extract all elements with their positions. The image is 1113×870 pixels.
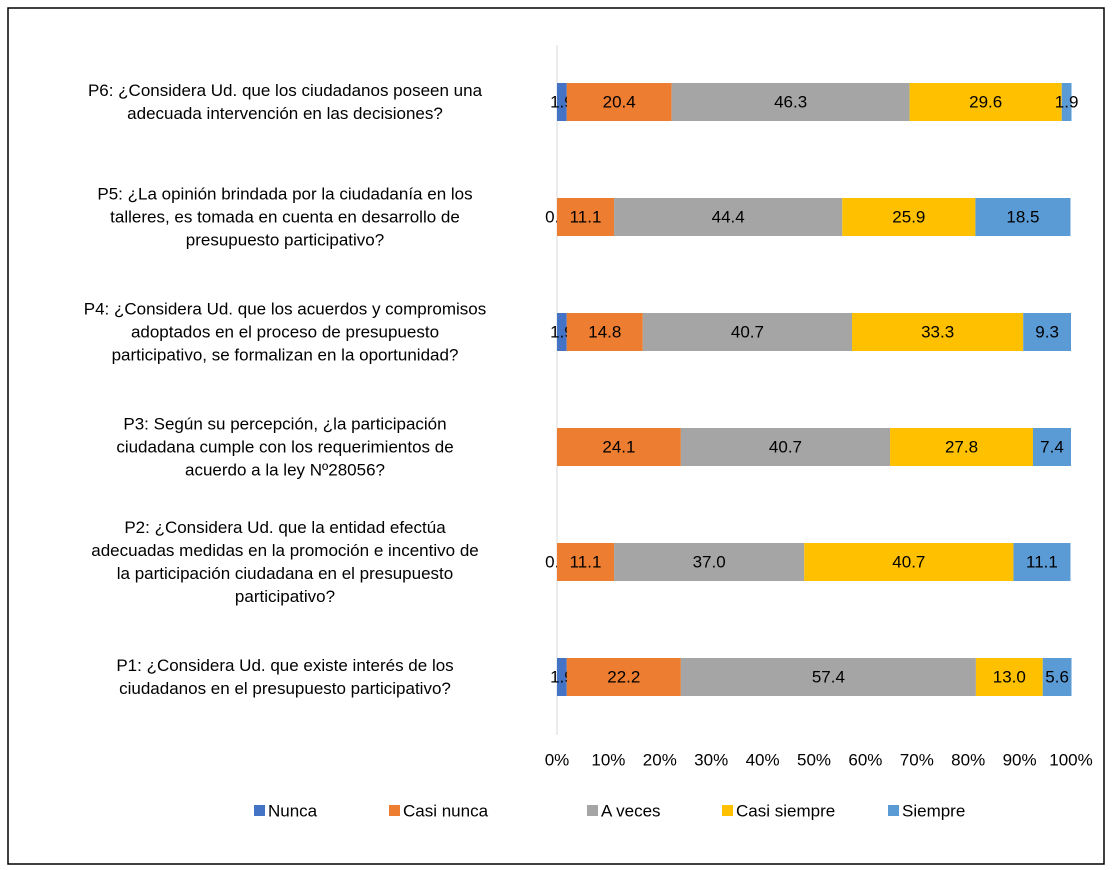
bar-segment (1013, 543, 1071, 581)
legend-swatch (389, 805, 400, 816)
bar-segment (680, 658, 976, 696)
bar-segment (566, 658, 681, 696)
legend-swatch (254, 805, 265, 816)
legend-label: A veces (601, 801, 661, 820)
bar-segment (1032, 428, 1071, 466)
data-label: 25.9 (892, 207, 925, 226)
bar-segment (804, 543, 1014, 581)
data-label: 13.0 (993, 667, 1026, 686)
data-label: 40.7 (892, 552, 925, 571)
x-tick-label: 50% (797, 750, 831, 769)
data-label: 5.6 (1045, 667, 1069, 686)
category-label: P2: ¿Considera Ud. que la entidad efectú… (91, 518, 479, 606)
data-label: 40.7 (769, 437, 802, 456)
category-label: P6: ¿Considera Ud. que los ciudadanos po… (87, 81, 483, 123)
data-label: 57.4 (812, 667, 845, 686)
legend-swatch (587, 805, 598, 816)
x-tick-label: 10% (591, 750, 625, 769)
x-tick-label: 0% (545, 750, 570, 769)
bar-segment (1042, 658, 1072, 696)
legend-label: Casi nunca (403, 801, 489, 820)
bar-segment (557, 543, 615, 581)
legend-label: Casi siempre (736, 801, 835, 820)
data-label: 11.1 (1026, 552, 1058, 571)
category-label: P1: ¿Considera Ud. que existe interés de… (116, 656, 454, 698)
x-tick-label: 70% (900, 750, 934, 769)
bar-segment (557, 198, 615, 236)
data-label: 40.7 (731, 322, 764, 341)
bar-segment (1061, 83, 1072, 121)
bar-segment (909, 83, 1062, 121)
bar-segment (842, 198, 976, 236)
data-label: 1.9 (1055, 92, 1079, 111)
legend-swatch (888, 805, 899, 816)
category-label: P5: ¿La opinión brindada por la ciudadan… (97, 184, 473, 250)
bar-segment (680, 428, 891, 466)
data-label: 9.3 (1035, 322, 1059, 341)
data-label: 11.1 (570, 207, 602, 226)
bar-segment (614, 543, 805, 581)
category-label: P3: Según su percepción, ¿la participaci… (116, 414, 454, 480)
bar-segment (566, 83, 672, 121)
data-label: 44.4 (712, 207, 745, 226)
x-tick-label: 20% (643, 750, 677, 769)
bar-segment (890, 428, 1033, 466)
data-label: 18.5 (1006, 207, 1039, 226)
data-label: 33.3 (921, 322, 954, 341)
x-tick-label: 90% (1003, 750, 1037, 769)
x-tick-label: 80% (951, 750, 985, 769)
bar-segment (642, 313, 853, 351)
data-label: 11.1 (570, 552, 602, 571)
bar-segment (1023, 313, 1071, 351)
data-label: 29.6 (969, 92, 1002, 111)
bar-segment (671, 83, 910, 121)
legend-swatch (722, 805, 733, 816)
chart-border (7, 7, 1105, 865)
bar-segment (975, 198, 1071, 236)
data-label: 20.4 (603, 92, 636, 111)
bar-segment (614, 198, 843, 236)
x-tick-label: 30% (694, 750, 728, 769)
bar-segment (557, 428, 681, 466)
x-tick-label: 100% (1049, 750, 1092, 769)
legend-label: Nunca (268, 801, 318, 820)
data-label: 14.8 (588, 322, 621, 341)
x-tick-label: 40% (746, 750, 780, 769)
data-label: 22.2 (607, 667, 640, 686)
legend-label: Siempre (902, 801, 965, 820)
bar-segment (557, 83, 567, 121)
bar-segment (975, 658, 1043, 696)
bar-segment (852, 313, 1024, 351)
bar-segment (557, 313, 567, 351)
bar-segment (557, 658, 567, 696)
category-label: P4: ¿Considera Ud. que los acuerdos y co… (83, 299, 487, 365)
bar-segment (566, 313, 643, 351)
data-label: 24.1 (602, 437, 635, 456)
data-label: 7.4 (1040, 437, 1064, 456)
x-tick-label: 60% (848, 750, 882, 769)
data-label: 46.3 (774, 92, 807, 111)
data-label: 27.8 (945, 437, 978, 456)
data-label: 37.0 (693, 552, 726, 571)
